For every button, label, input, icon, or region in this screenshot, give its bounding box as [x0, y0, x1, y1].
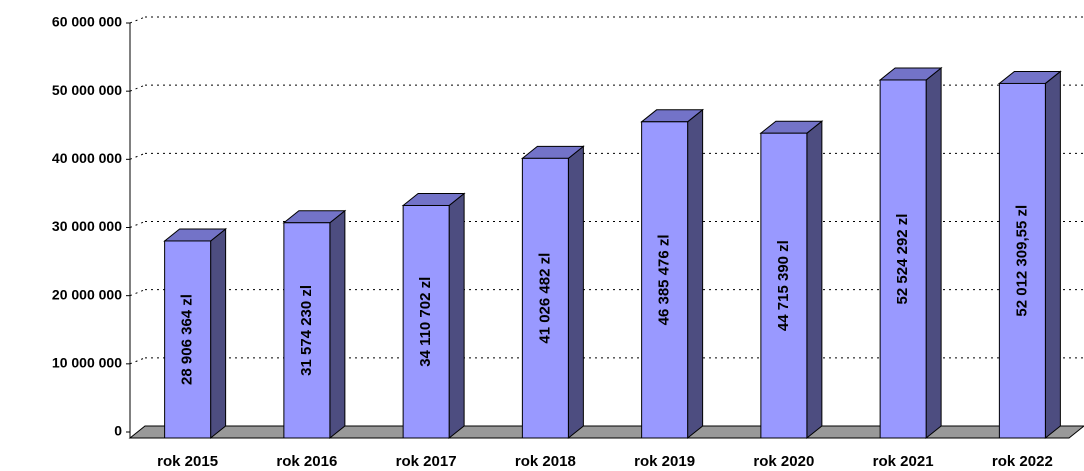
- bar-side: [806, 120, 823, 440]
- grid-line: [129, 16, 146, 24]
- value-label: 44 715 390 zl: [775, 240, 792, 331]
- x-tick-label: rok 2019: [634, 453, 695, 470]
- x-tick-label: rok 2020: [753, 453, 814, 470]
- bar-side: [210, 227, 227, 440]
- value-label: 31 574 230 zl: [298, 285, 315, 376]
- grid-line: [129, 357, 146, 365]
- x-tick-label: rok 2017: [396, 453, 457, 470]
- bar-side: [1044, 70, 1061, 440]
- bar: [282, 209, 347, 440]
- value-label: 52 524 292 zl: [894, 214, 911, 305]
- value-label: 34 110 702 zl: [417, 277, 434, 367]
- bar-side: [448, 192, 465, 440]
- value-label: 41 026 482 zl: [536, 253, 553, 344]
- y-tick-label: 20 000 000: [52, 286, 122, 302]
- bar-front: [402, 204, 450, 439]
- bar-side: [329, 209, 346, 440]
- bar: [759, 120, 824, 440]
- bar-front: [521, 157, 569, 439]
- bar-front: [998, 82, 1046, 439]
- grid-line: [129, 152, 146, 160]
- y-tick-label: 0: [114, 423, 122, 439]
- x-tick-label: rok 2016: [276, 453, 337, 470]
- value-label: 46 385 476 zl: [656, 234, 673, 325]
- value-label: 28 906 364 zl: [179, 294, 196, 385]
- bar: [520, 145, 585, 440]
- bar: [163, 227, 228, 440]
- grid-line: [129, 84, 146, 92]
- bar-front: [879, 79, 927, 439]
- x-tick-label: rok 2018: [515, 453, 576, 470]
- floor: [128, 425, 1084, 439]
- grid-line: [129, 289, 146, 297]
- bar: [401, 192, 466, 440]
- x-tick-label: rok 2022: [992, 453, 1053, 470]
- bar-side: [925, 66, 942, 440]
- x-tick-label: rok 2015: [157, 453, 218, 470]
- bar: [878, 66, 943, 440]
- bar: [640, 108, 705, 440]
- bar-front: [283, 222, 331, 439]
- bar-front: [164, 240, 212, 439]
- grid-line: [129, 221, 146, 228]
- bar-front: [760, 132, 808, 439]
- y-tick-label: 30 000 000: [52, 218, 122, 234]
- bar-side: [567, 145, 584, 440]
- value-label: 52 012 309,55 zl: [1013, 205, 1030, 317]
- x-tick-label: rok 2021: [873, 453, 934, 470]
- bar-front: [641, 121, 689, 439]
- y-tick-label: 40 000 000: [52, 150, 122, 166]
- bar: [997, 70, 1062, 440]
- y-tick-label: 50 000 000: [52, 82, 122, 98]
- bar-side: [687, 108, 704, 440]
- y-tick-label: 60 000 000: [52, 14, 122, 30]
- y-tick-label: 10 000 000: [52, 355, 122, 371]
